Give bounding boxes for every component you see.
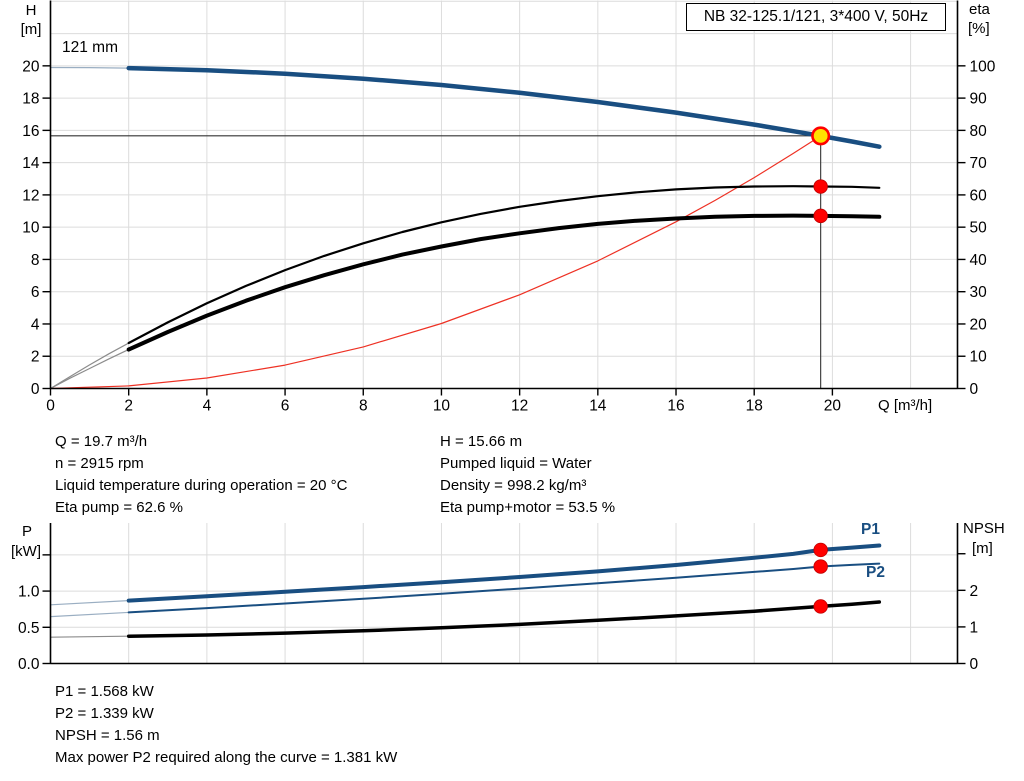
series-system-curve [50, 135, 822, 390]
info-speed: n = 2915 rpm [55, 455, 144, 472]
tick-label: 6 [281, 398, 290, 415]
tick-label: 8 [31, 252, 40, 269]
series-head-121mm [126, 65, 882, 149]
p-axis-unit: [kW] [11, 543, 41, 560]
tick-label: 14 [589, 398, 607, 415]
tick-label: 2 [970, 583, 979, 600]
series-npsh [126, 600, 882, 638]
tick-label: 20 [970, 316, 988, 333]
tick-label: 10 [22, 220, 40, 237]
result-npsh: NPSH = 1.56 m [55, 727, 160, 744]
tick-label: 2 [124, 398, 133, 415]
tick-label: 4 [31, 316, 40, 333]
tick-label: 16 [667, 398, 684, 415]
p1-curve-label: P1 [861, 521, 880, 538]
curve-title-box: NB 32-125.1/121, 3*400 V, 50Hz [686, 3, 946, 31]
tick-label: 6 [31, 284, 40, 301]
tick-label: 8 [359, 398, 368, 415]
tick-label: 20 [824, 398, 842, 415]
h-axis-label: H [25, 2, 37, 19]
tick-label: 2 [31, 349, 40, 366]
info-eta-pump: Eta pump = 62.6 % [55, 499, 183, 516]
tick-label: 0 [31, 381, 40, 398]
info-density: Density = 998.2 kg/m³ [440, 477, 587, 494]
result-max-power: Max power P2 required along the curve = … [55, 749, 398, 766]
tick-label: 90 [970, 91, 988, 108]
result-p1: P1 = 1.568 kW [55, 683, 154, 700]
p-axis-label: P [21, 523, 32, 540]
series-p2-power [127, 562, 881, 614]
series-eta-pump-motor [126, 213, 882, 352]
tick-label: 60 [970, 187, 988, 204]
tick-label: 0.5 [18, 620, 40, 637]
duty-point [811, 126, 831, 146]
npsh-point [813, 599, 828, 614]
tick-label: 4 [203, 398, 212, 415]
tick-label: 0.0 [18, 656, 40, 673]
tick-label: 12 [22, 187, 39, 204]
p1-point [813, 542, 828, 558]
result-p2: P2 = 1.339 kW [55, 705, 154, 722]
tick-label: 0 [46, 398, 55, 415]
info-pumped-liquid: Pumped liquid = Water [440, 455, 592, 472]
tick-label: 1 [970, 619, 979, 636]
impeller-diameter-label: 121 mm [62, 39, 118, 56]
h-axis-unit: [m] [20, 21, 42, 38]
tick-label: 1.0 [18, 584, 40, 601]
tick-label: 18 [22, 91, 39, 108]
p2-point [813, 559, 828, 574]
series-p2-power-lead [50, 611, 129, 618]
tick-label: 70 [970, 155, 988, 172]
eta-axis-unit: [%] [968, 20, 990, 37]
npsh-axis-label: NPSH [963, 520, 1005, 537]
tick-label: 30 [970, 284, 988, 301]
tick-label: 0 [970, 381, 979, 398]
eta-pump-point [813, 179, 828, 194]
series-p1-power-lead [50, 600, 129, 606]
info-block-right: H = 15.66 m Pumped liquid = Water Densit… [440, 431, 615, 519]
info-block-left: Q = 19.7 m³/h n = 2915 rpm Liquid temper… [55, 431, 347, 519]
tick-label: 16 [22, 123, 39, 140]
series-p1-power [126, 543, 882, 603]
tick-label: 10 [433, 398, 451, 415]
series-head-121mm-lead [50, 66, 129, 69]
p2-curve-label: P2 [866, 564, 885, 581]
tick-label: 20 [22, 58, 40, 75]
series-eta-pump [127, 185, 881, 345]
tick-label: 18 [746, 398, 763, 415]
tick-label: 0 [970, 656, 979, 673]
npsh-axis-unit: [m] [972, 540, 993, 557]
tick-label: 12 [511, 398, 528, 415]
q-axis-label: Q [m³/h] [878, 397, 933, 414]
series-eta-pump-motor-lead [50, 348, 129, 390]
result-block: P1 = 1.568 kW P2 = 1.339 kW NPSH = 1.56 … [55, 681, 397, 769]
tick-label: 40 [970, 252, 988, 269]
info-eta-pump-motor: Eta pump+motor = 53.5 % [440, 499, 616, 516]
tick-label: 50 [970, 220, 988, 237]
tick-label: 10 [970, 349, 988, 366]
info-q: Q = 19.7 m³/h [55, 433, 148, 450]
eta-axis-label: eta [969, 1, 990, 18]
eta-pump-motor-point [813, 208, 828, 224]
series-eta-pump-lead [50, 342, 129, 390]
series-npsh-lead [50, 635, 129, 638]
tick-label: 100 [970, 58, 996, 75]
info-head: H = 15.66 m [440, 433, 523, 450]
tick-label: 80 [970, 123, 988, 140]
info-liquid-temp: Liquid temperature during operation = 20… [55, 477, 348, 494]
tick-label: 14 [22, 155, 40, 172]
